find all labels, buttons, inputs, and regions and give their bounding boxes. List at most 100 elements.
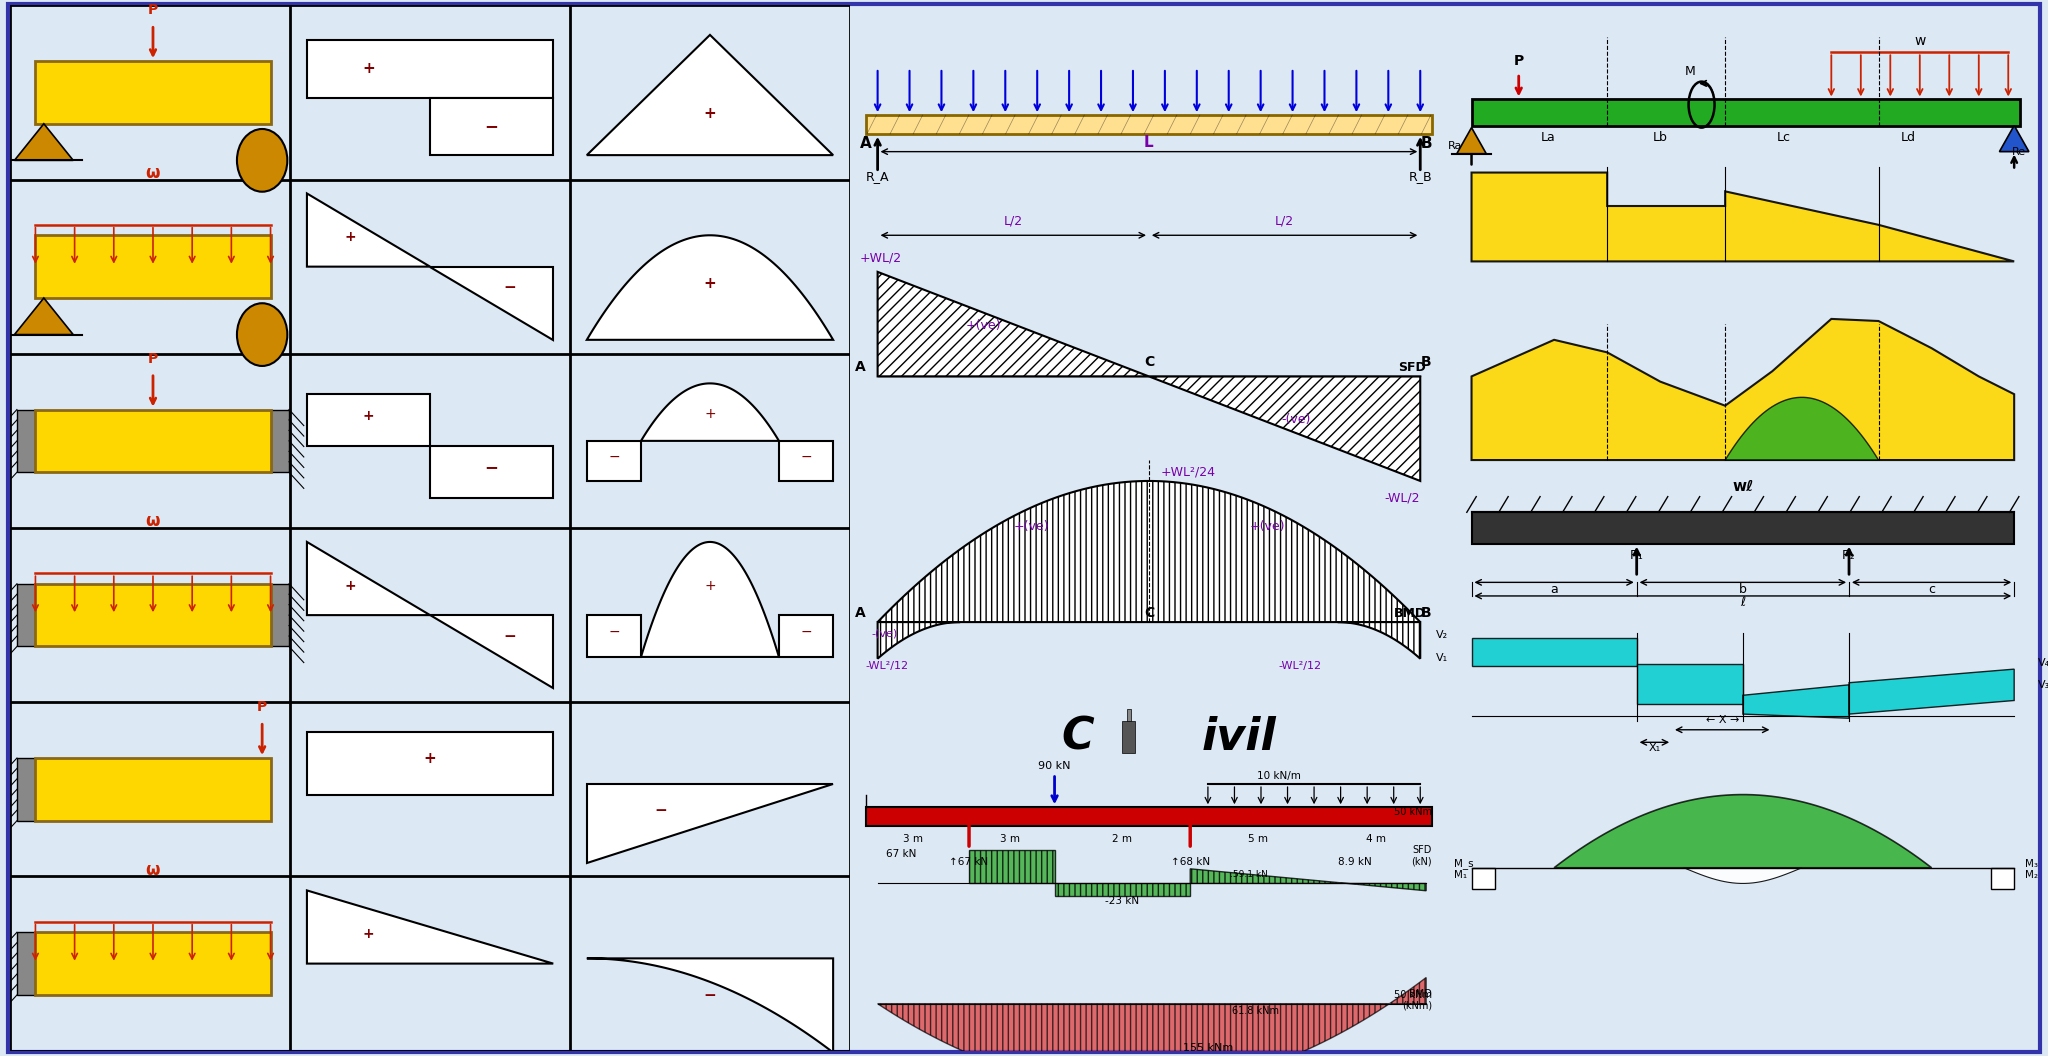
- Bar: [16, 584, 35, 646]
- Bar: [1473, 512, 2013, 544]
- Polygon shape: [1149, 376, 1419, 480]
- Text: A: A: [854, 606, 866, 620]
- Bar: [430, 97, 553, 155]
- Polygon shape: [588, 235, 834, 340]
- Text: +: +: [344, 230, 356, 244]
- Bar: [1126, 709, 1130, 721]
- Bar: [1473, 868, 1495, 889]
- Bar: [866, 115, 1432, 134]
- Text: −: −: [608, 625, 621, 639]
- Text: 10 kN/m: 10 kN/m: [1257, 771, 1300, 780]
- Polygon shape: [1473, 172, 2013, 262]
- Text: wℓ: wℓ: [1733, 479, 1753, 494]
- Text: M₃
M₂: M₃ M₂: [2025, 859, 2038, 881]
- Polygon shape: [641, 383, 778, 441]
- Text: ω: ω: [145, 512, 160, 530]
- Text: 61.8 kNm: 61.8 kNm: [1231, 1006, 1278, 1016]
- Polygon shape: [641, 542, 778, 657]
- Text: −: −: [504, 280, 516, 296]
- Text: L/2: L/2: [1276, 214, 1294, 228]
- Text: c: c: [1927, 583, 1935, 596]
- Bar: [35, 932, 270, 995]
- Text: +: +: [362, 409, 375, 423]
- Bar: [778, 615, 834, 657]
- Text: X₁: X₁: [1649, 742, 1661, 753]
- Text: 4 m: 4 m: [1366, 833, 1386, 844]
- Text: SFD
(kN): SFD (kN): [1411, 845, 1432, 867]
- Text: M_s
M₁: M_s M₁: [1454, 857, 1473, 881]
- Polygon shape: [1743, 685, 1849, 718]
- Text: M: M: [1683, 65, 1696, 78]
- Text: +: +: [344, 579, 356, 592]
- Polygon shape: [307, 193, 430, 266]
- Bar: [588, 615, 641, 657]
- Text: 8.9 kN: 8.9 kN: [1339, 856, 1372, 867]
- Bar: [270, 410, 289, 472]
- Text: −: −: [705, 988, 717, 1003]
- Text: ω: ω: [145, 861, 160, 879]
- Bar: [1473, 99, 2019, 126]
- Bar: [16, 932, 35, 995]
- Text: 50 kNm: 50 kNm: [1395, 991, 1432, 1000]
- Text: +: +: [362, 61, 375, 76]
- Bar: [778, 441, 834, 480]
- Polygon shape: [588, 959, 834, 1053]
- Text: +WL/2: +WL/2: [860, 251, 901, 264]
- Text: 5 m: 5 m: [1247, 833, 1268, 844]
- Text: -WL/2: -WL/2: [1384, 491, 1419, 505]
- Text: w: w: [1915, 34, 1925, 48]
- Text: 67 kN: 67 kN: [887, 849, 918, 860]
- Text: −: −: [485, 117, 498, 135]
- Text: R₂: R₂: [1841, 549, 1855, 563]
- Bar: [430, 446, 553, 498]
- Text: BMD: BMD: [1395, 607, 1425, 620]
- Text: +: +: [362, 927, 375, 941]
- Text: +: +: [705, 276, 717, 290]
- Bar: [35, 410, 270, 472]
- Text: P: P: [147, 3, 158, 17]
- Text: P: P: [147, 352, 158, 365]
- Text: 3 m: 3 m: [999, 833, 1020, 844]
- Bar: [307, 40, 553, 97]
- Text: A: A: [854, 360, 866, 374]
- Text: 155 kNm: 155 kNm: [1184, 1042, 1233, 1053]
- Polygon shape: [879, 978, 1425, 1056]
- Bar: [307, 732, 553, 794]
- Text: C: C: [1143, 355, 1155, 369]
- Text: C: C: [1143, 606, 1155, 620]
- Polygon shape: [1055, 884, 1190, 895]
- Polygon shape: [879, 271, 1149, 376]
- Bar: [1122, 721, 1135, 753]
- Bar: [1991, 868, 2013, 889]
- Text: L/2: L/2: [1004, 214, 1022, 228]
- Bar: [35, 235, 270, 298]
- Bar: [270, 584, 289, 646]
- Text: −: −: [485, 458, 498, 476]
- Polygon shape: [14, 124, 74, 161]
- Polygon shape: [1456, 128, 1487, 154]
- Text: V₂: V₂: [1436, 629, 1448, 640]
- Text: -(ve): -(ve): [1282, 414, 1311, 427]
- Text: B: B: [1419, 136, 1432, 151]
- Text: ℓ: ℓ: [1741, 597, 1745, 609]
- Text: −: −: [801, 625, 811, 639]
- Bar: [588, 441, 641, 480]
- Text: b: b: [1739, 583, 1747, 596]
- Polygon shape: [307, 542, 430, 615]
- Polygon shape: [1190, 869, 1425, 891]
- Text: 3 m: 3 m: [903, 833, 924, 844]
- Text: R_B: R_B: [1409, 170, 1432, 183]
- Text: P: P: [1513, 54, 1524, 68]
- Text: −: −: [608, 450, 621, 464]
- Text: −: −: [801, 450, 811, 464]
- Polygon shape: [588, 35, 834, 155]
- Text: L: L: [1145, 134, 1153, 150]
- Polygon shape: [430, 266, 553, 340]
- Text: V₄: V₄: [2038, 658, 2048, 668]
- Circle shape: [238, 303, 287, 366]
- Bar: [16, 410, 35, 472]
- Polygon shape: [588, 785, 834, 863]
- Text: SFD: SFD: [1399, 361, 1425, 374]
- Text: +(ve): +(ve): [1249, 521, 1284, 533]
- Polygon shape: [430, 615, 553, 689]
